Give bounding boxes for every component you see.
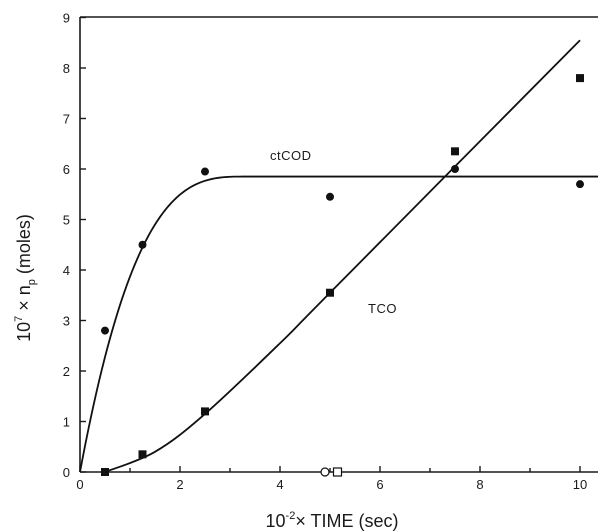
x-tick-label-10: 10 [573, 477, 587, 492]
open-circle-marker-0 [320, 467, 330, 477]
y-axis-title-base: 10 [14, 322, 34, 342]
series-label-ctcod: ctCOD [270, 148, 312, 163]
point-ctcod-3 [326, 192, 334, 201]
point-tco-5 [576, 74, 584, 83]
y-tick-label-0: 0 [63, 465, 70, 480]
y-tick-label-7: 7 [63, 112, 70, 127]
fit-curves [79, 39, 598, 473]
x-axis-title-rest: × TIME (sec) [295, 511, 398, 531]
x-tick-label-2: 2 [176, 477, 183, 492]
x-tick-label-4: 4 [276, 477, 283, 492]
open-square-marker-1 [332, 467, 343, 477]
point-ctcod-1 [138, 240, 147, 249]
y-tick-label-9: 9 [63, 11, 70, 26]
y-tick-label-8: 8 [63, 61, 70, 76]
x-axis-title-base: 10 [266, 511, 286, 531]
ticks: 0 2 4 6 8 10 0 1 2 3 4 5 6 7 8 9 [63, 11, 587, 493]
y-tick-label-3: 3 [63, 314, 70, 329]
point-tco-2 [201, 407, 209, 416]
series-label-tco: TCO [368, 301, 397, 316]
y-axis-title-rest: × n [14, 285, 34, 316]
fit-curve-tco [104, 39, 581, 473]
y-tick-label-2: 2 [63, 364, 70, 379]
x-tick-label-8: 8 [476, 477, 483, 492]
point-tco-4 [451, 147, 459, 156]
y-axis-title-subscript: p [26, 279, 38, 285]
x-axis-title-exponent: -2 [286, 510, 296, 522]
x-tick-label-6: 6 [376, 477, 383, 492]
point-ctcod-5 [576, 180, 584, 189]
fit-curve-ctcod [79, 175, 598, 473]
y-tick-label-5: 5 [63, 213, 70, 228]
x-tick-label-0: 0 [76, 477, 83, 492]
point-tco-0 [101, 468, 109, 476]
y-tick-label-4: 4 [63, 263, 70, 278]
y-axis-title-exponent: 7 [13, 316, 25, 322]
x-axis-title: 10-2× TIME (sec) [266, 510, 399, 531]
axes [79, 16, 598, 473]
point-tco-1 [138, 450, 147, 459]
data-markers [101, 74, 584, 477]
y-axis-title-tail: (moles) [14, 214, 34, 279]
point-ctcod-4 [451, 165, 459, 173]
y-tick-label-1: 1 [63, 415, 70, 430]
point-tco-3 [326, 288, 334, 297]
point-ctcod-2 [201, 167, 209, 176]
y-tick-label-6: 6 [63, 162, 70, 177]
y-axis-title: 107 × np (moles) [13, 214, 38, 342]
point-ctcod-0 [101, 326, 109, 335]
